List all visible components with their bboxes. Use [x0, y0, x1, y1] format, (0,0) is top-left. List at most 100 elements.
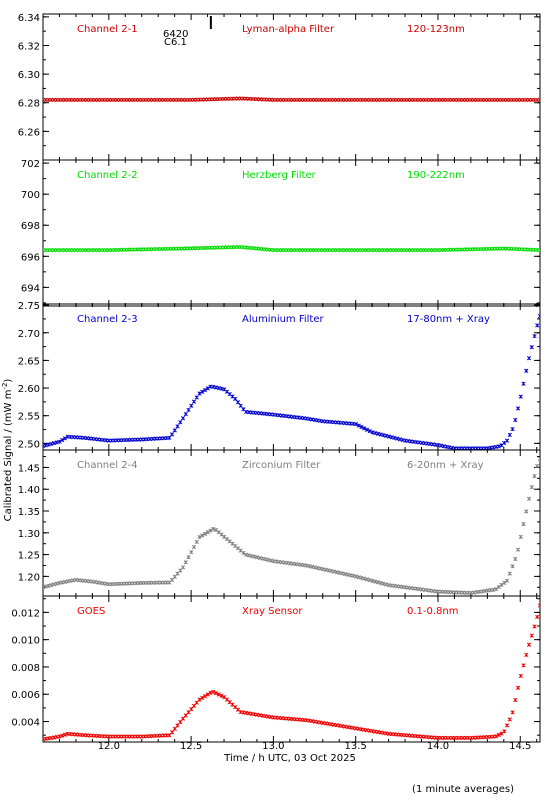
data-point	[202, 387, 208, 393]
panels-layer: 6.26 6.28 6.30 6.32 6.34 Channel 2-1 Lyman-alp…	[11, 13, 541, 752]
y-axis-label-sup: -2	[1, 383, 9, 390]
data-point	[518, 534, 523, 540]
y-tick-label: 1.40	[18, 485, 40, 496]
panel-label: 0.1-0.8nm	[407, 606, 459, 617]
data-point	[216, 692, 221, 697]
data-point	[507, 571, 512, 576]
data-point	[194, 539, 199, 545]
data-point	[353, 422, 359, 427]
data-point	[535, 463, 540, 469]
y-tick-label: 1.20	[18, 572, 40, 583]
data-point	[529, 345, 534, 350]
data-point	[213, 691, 219, 696]
y-tick-label: 696	[21, 252, 40, 263]
data-point	[526, 356, 532, 361]
series-markers	[43, 244, 540, 253]
series-markers	[43, 96, 540, 103]
data-point	[175, 723, 180, 728]
panel-frame	[42, 595, 541, 743]
data-point	[537, 314, 540, 319]
data-point	[359, 424, 364, 430]
panel-label: Herzberg Filter	[242, 170, 317, 181]
y-tick-label: 6.26	[18, 127, 40, 138]
data-point	[356, 423, 361, 428]
footnote: (1 minute averages)	[412, 784, 514, 795]
panel-label: Channel 2-4	[77, 460, 138, 471]
panel-label: Channel 2-3	[77, 314, 138, 325]
data-point	[197, 697, 202, 702]
data-point	[62, 732, 68, 737]
panel-label: 120-123nm	[407, 24, 465, 35]
data-point	[367, 428, 372, 434]
data-point	[178, 719, 183, 725]
y-tick-label: 0.010	[11, 636, 40, 647]
y-tick-label: 702	[21, 159, 40, 170]
x-axis-label: Time / h UTC, 03 Oct 2025	[223, 753, 356, 764]
data-point	[200, 533, 205, 538]
data-point	[532, 474, 537, 479]
panel-frame	[42, 13, 541, 161]
x-tick-label: 14.5	[509, 741, 531, 752]
data-point	[513, 556, 518, 562]
data-point	[532, 624, 537, 629]
data-point	[515, 685, 521, 690]
data-point	[175, 424, 180, 429]
panel-label: GOES	[77, 606, 105, 617]
series-markers	[43, 603, 540, 742]
panel-label: 190-222nm	[407, 170, 465, 181]
data-point	[504, 723, 510, 728]
panel-label: Aluminium Filter	[242, 314, 325, 325]
data-point	[191, 399, 197, 404]
y-tick-label: 6.28	[18, 99, 40, 110]
panel-3: 2.50 2.55 2.60 2.65 2.70 2.75 Channel 2-3 Alumi…	[18, 301, 541, 451]
data-point	[537, 247, 540, 253]
data-point	[202, 531, 208, 536]
data-point	[208, 690, 213, 695]
data-point	[208, 528, 213, 533]
data-point	[529, 633, 534, 638]
data-point	[219, 693, 224, 698]
x-tick-label: 12.0	[98, 741, 120, 752]
x-tick-label: 12.5	[180, 741, 202, 752]
panel-4: 1.20 1.25 1.30 1.35 1.40 1.45 Channel 2-4 Zirco…	[18, 449, 541, 597]
data-point	[189, 403, 194, 408]
data-point	[186, 407, 191, 413]
data-point	[507, 717, 512, 722]
y-tick-label: 2.55	[18, 412, 40, 423]
data-point	[504, 578, 510, 583]
data-point	[496, 732, 501, 738]
x-tick-label: 13.5	[345, 741, 367, 752]
data-point	[194, 395, 199, 400]
data-point	[183, 411, 188, 417]
panel-label: Channel 2-2	[77, 170, 138, 181]
data-point	[202, 694, 208, 699]
data-point	[197, 391, 202, 396]
x-tick-label: 13.0	[262, 741, 284, 752]
y-tick-label: 2.70	[18, 329, 40, 340]
y-tick-label: 1.25	[18, 551, 40, 562]
data-point	[211, 526, 216, 532]
data-point	[537, 603, 540, 608]
data-point	[496, 444, 501, 449]
data-point	[205, 692, 210, 697]
data-point	[521, 381, 526, 386]
panel-frame	[42, 449, 541, 597]
data-point	[521, 663, 526, 668]
data-point	[362, 426, 367, 431]
flare-marker: 6420 C6.1	[163, 16, 212, 48]
data-point	[518, 673, 523, 678]
panel-frame	[42, 159, 541, 307]
data-point	[241, 550, 246, 556]
data-point	[191, 544, 197, 550]
data-point	[507, 432, 512, 438]
data-point	[513, 697, 518, 703]
data-point	[178, 420, 183, 425]
data-point	[205, 386, 210, 391]
y-tick-label: 0.008	[11, 663, 40, 674]
y-tick-label: 0.012	[11, 608, 40, 619]
data-point	[172, 428, 177, 433]
data-point	[233, 396, 238, 401]
data-point	[510, 427, 515, 432]
panel-label: Channel 2-1	[77, 24, 138, 35]
